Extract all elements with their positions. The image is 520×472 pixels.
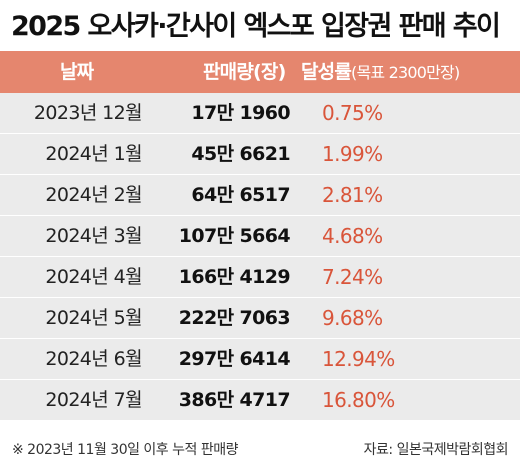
table-row: 2024년 5월 222만 7063 9.68% [0,298,520,339]
row-rate: 4.68% [322,224,383,248]
row-sales: 17만 1960 [191,102,290,124]
header-rate-note: (목표 2300만장) [351,63,460,82]
header-date: 날짜 [60,61,94,83]
row-sales: 166만 4129 [178,266,291,288]
row-sales: 45만 6621 [191,143,290,165]
table-row: 2024년 6월 297만 6414 12.94% [0,339,520,380]
row-sales: 297만 6414 [178,348,291,370]
row-date: 2024년 4월 [45,266,142,288]
row-rate: 1.99% [322,142,383,166]
row-rate: 2.81% [322,183,383,207]
row-date: 2024년 7월 [45,389,142,411]
row-date: 2024년 6월 [45,348,142,370]
row-date: 2024년 3월 [45,225,142,247]
table-row: 2024년 1월 45만 6621 1.99% [0,134,520,175]
footnote: ※ 2023년 11월 30일 이후 누적 판매량 [12,442,239,458]
row-sales: 222만 7063 [178,307,291,329]
table-header: 날짜 판매량(장) 달성률(목표 2300만장) [0,51,520,93]
header-sales: 판매량(장) [203,61,286,83]
row-date: 2024년 1월 [45,143,142,165]
row-rate: 16.80% [322,388,395,412]
row-rate: 0.75% [322,101,383,125]
row-rate: 7.24% [322,265,383,289]
table-body: 2023년 12월 17만 1960 0.75% 2024년 1월 45만 66… [0,93,520,421]
row-date: 2024년 5월 [45,307,142,329]
row-date: 2023년 12월 [33,102,143,124]
header-rate-label: 달성률 [301,61,352,83]
row-sales: 64만 6517 [191,184,290,206]
row-sales: 386만 4717 [178,389,291,411]
table-footer: ※ 2023년 11월 30일 이후 누적 판매량 자료: 일본국제박람회협회 [0,432,520,472]
table-row: 2024년 3월 107만 5664 4.68% [0,216,520,257]
table-row: 2023년 12월 17만 1960 0.75% [0,93,520,134]
header-rate: 달성률(목표 2300만장) [301,51,460,94]
table-row: 2024년 7월 386만 4717 16.80% [0,380,520,421]
row-sales: 107만 5664 [178,225,291,247]
row-rate: 9.68% [322,306,383,330]
table-row: 2024년 2월 64만 6517 2.81% [0,175,520,216]
row-date: 2024년 2월 [45,184,142,206]
row-rate: 12.94% [322,347,395,371]
page-title: 2025 오사카·간사이 엑스포 입장권 판매 추이 [11,11,501,42]
table-row: 2024년 4월 166만 4129 7.24% [0,257,520,298]
source-credit: 자료: 일본국제박람회협회 [363,442,509,458]
